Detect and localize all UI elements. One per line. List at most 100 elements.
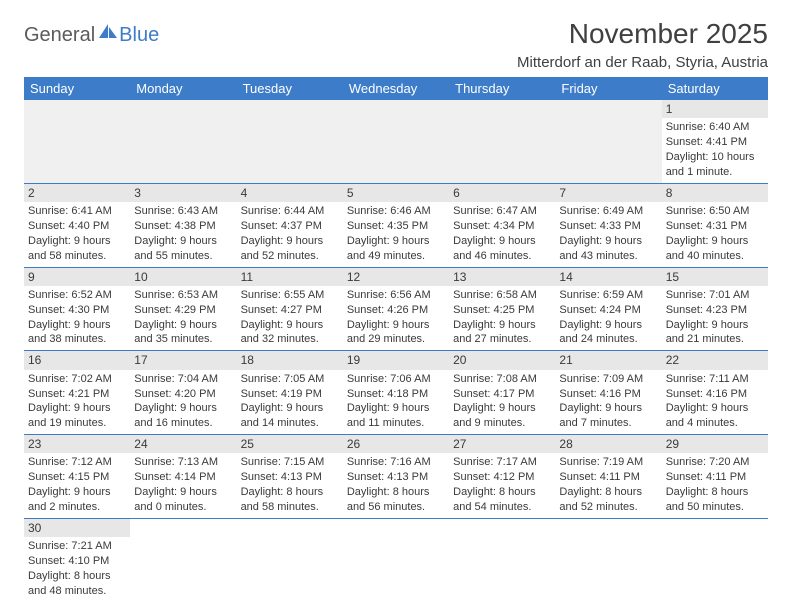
daylight-text-1: Daylight: 8 hours [666,485,764,500]
daylight-text-2: and 58 minutes. [28,249,126,264]
daylight-text-2: and 21 minutes. [666,332,764,347]
day-details: Sunrise: 7:19 AMSunset: 4:11 PMDaylight:… [555,453,661,517]
sunset-text: Sunset: 4:19 PM [241,387,339,402]
daylight-text-2: and 56 minutes. [347,500,445,515]
calendar-cell [555,518,661,601]
calendar-cell [237,518,343,601]
calendar-cell: 30Sunrise: 7:21 AMSunset: 4:10 PMDayligh… [24,518,130,601]
calendar-week-row: 30Sunrise: 7:21 AMSunset: 4:10 PMDayligh… [24,518,768,601]
sunset-text: Sunset: 4:35 PM [347,219,445,234]
day-details: Sunrise: 6:41 AMSunset: 4:40 PMDaylight:… [24,202,130,266]
weekday-header: Tuesday [237,77,343,100]
calendar-cell: 11Sunrise: 6:55 AMSunset: 4:27 PMDayligh… [237,267,343,351]
sunrise-text: Sunrise: 6:47 AM [453,204,551,219]
sunrise-text: Sunrise: 6:50 AM [666,204,764,219]
daylight-text-2: and 38 minutes. [28,332,126,347]
calendar-week-row: 16Sunrise: 7:02 AMSunset: 4:21 PMDayligh… [24,351,768,435]
daylight-text-1: Daylight: 9 hours [241,401,339,416]
daylight-text-2: and 50 minutes. [666,500,764,515]
day-details: Sunrise: 6:44 AMSunset: 4:37 PMDaylight:… [237,202,343,266]
day-details: Sunrise: 7:16 AMSunset: 4:13 PMDaylight:… [343,453,449,517]
daylight-text-1: Daylight: 9 hours [453,234,551,249]
daylight-text-1: Daylight: 9 hours [28,485,126,500]
day-details: Sunrise: 7:01 AMSunset: 4:23 PMDaylight:… [662,286,768,350]
sunset-text: Sunset: 4:16 PM [559,387,657,402]
sunset-text: Sunset: 4:41 PM [666,135,764,150]
calendar-cell: 9Sunrise: 6:52 AMSunset: 4:30 PMDaylight… [24,267,130,351]
sunrise-text: Sunrise: 6:46 AM [347,204,445,219]
sunrise-text: Sunrise: 6:56 AM [347,288,445,303]
sunrise-text: Sunrise: 7:05 AM [241,372,339,387]
sunset-text: Sunset: 4:18 PM [347,387,445,402]
day-number: 27 [449,435,555,453]
daylight-text-1: Daylight: 9 hours [28,318,126,333]
day-number: 21 [555,351,661,369]
day-number: 5 [343,184,449,202]
daylight-text-1: Daylight: 9 hours [666,318,764,333]
day-number: 22 [662,351,768,369]
sunrise-text: Sunrise: 7:09 AM [559,372,657,387]
daylight-text-2: and 55 minutes. [134,249,232,264]
weekday-header: Friday [555,77,661,100]
calendar-cell [449,100,555,183]
sail-icon [97,22,119,45]
calendar-cell: 21Sunrise: 7:09 AMSunset: 4:16 PMDayligh… [555,351,661,435]
day-details: Sunrise: 7:13 AMSunset: 4:14 PMDaylight:… [130,453,236,517]
daylight-text-1: Daylight: 9 hours [241,318,339,333]
title-block: November 2025 Mitterdorf an der Raab, St… [517,18,768,71]
daylight-text-2: and 0 minutes. [134,500,232,515]
sunset-text: Sunset: 4:38 PM [134,219,232,234]
sunrise-text: Sunrise: 7:19 AM [559,455,657,470]
day-number: 13 [449,268,555,286]
sunrise-text: Sunrise: 7:12 AM [28,455,126,470]
calendar-cell: 22Sunrise: 7:11 AMSunset: 4:16 PMDayligh… [662,351,768,435]
day-details: Sunrise: 6:55 AMSunset: 4:27 PMDaylight:… [237,286,343,350]
day-number: 29 [662,435,768,453]
calendar-cell [555,100,661,183]
daylight-text-2: and 7 minutes. [559,416,657,431]
sunset-text: Sunset: 4:10 PM [28,554,126,569]
calendar-cell: 1Sunrise: 6:40 AMSunset: 4:41 PMDaylight… [662,100,768,183]
day-details: Sunrise: 6:56 AMSunset: 4:26 PMDaylight:… [343,286,449,350]
day-details: Sunrise: 7:11 AMSunset: 4:16 PMDaylight:… [662,370,768,434]
day-number: 20 [449,351,555,369]
sunrise-text: Sunrise: 7:17 AM [453,455,551,470]
sunset-text: Sunset: 4:30 PM [28,303,126,318]
daylight-text-2: and 19 minutes. [28,416,126,431]
sunset-text: Sunset: 4:37 PM [241,219,339,234]
sunrise-text: Sunrise: 6:40 AM [666,120,764,135]
daylight-text-1: Daylight: 9 hours [559,234,657,249]
header: General Blue November 2025 Mitterdorf an… [24,18,768,71]
sunrise-text: Sunrise: 6:43 AM [134,204,232,219]
day-number: 10 [130,268,236,286]
day-details: Sunrise: 7:21 AMSunset: 4:10 PMDaylight:… [24,537,130,601]
weekday-header: Sunday [24,77,130,100]
day-details: Sunrise: 7:02 AMSunset: 4:21 PMDaylight:… [24,370,130,434]
daylight-text-2: and 11 minutes. [347,416,445,431]
daylight-text-1: Daylight: 9 hours [347,401,445,416]
calendar-cell: 23Sunrise: 7:12 AMSunset: 4:15 PMDayligh… [24,435,130,519]
day-details: Sunrise: 6:49 AMSunset: 4:33 PMDaylight:… [555,202,661,266]
day-details: Sunrise: 6:50 AMSunset: 4:31 PMDaylight:… [662,202,768,266]
daylight-text-2: and 40 minutes. [666,249,764,264]
calendar-cell [24,100,130,183]
daylight-text-2: and 32 minutes. [241,332,339,347]
daylight-text-1: Daylight: 9 hours [134,234,232,249]
calendar-week-row: 9Sunrise: 6:52 AMSunset: 4:30 PMDaylight… [24,267,768,351]
daylight-text-2: and 1 minute. [666,165,764,180]
day-number: 19 [343,351,449,369]
sunset-text: Sunset: 4:11 PM [666,470,764,485]
day-details: Sunrise: 6:43 AMSunset: 4:38 PMDaylight:… [130,202,236,266]
calendar-cell: 5Sunrise: 6:46 AMSunset: 4:35 PMDaylight… [343,183,449,267]
daylight-text-2: and 9 minutes. [453,416,551,431]
sunset-text: Sunset: 4:16 PM [666,387,764,402]
day-details: Sunrise: 6:59 AMSunset: 4:24 PMDaylight:… [555,286,661,350]
weekday-header: Wednesday [343,77,449,100]
sunset-text: Sunset: 4:24 PM [559,303,657,318]
sunset-text: Sunset: 4:21 PM [28,387,126,402]
calendar-cell: 14Sunrise: 6:59 AMSunset: 4:24 PMDayligh… [555,267,661,351]
calendar-cell [130,518,236,601]
day-details: Sunrise: 7:20 AMSunset: 4:11 PMDaylight:… [662,453,768,517]
sunset-text: Sunset: 4:29 PM [134,303,232,318]
sunset-text: Sunset: 4:31 PM [666,219,764,234]
